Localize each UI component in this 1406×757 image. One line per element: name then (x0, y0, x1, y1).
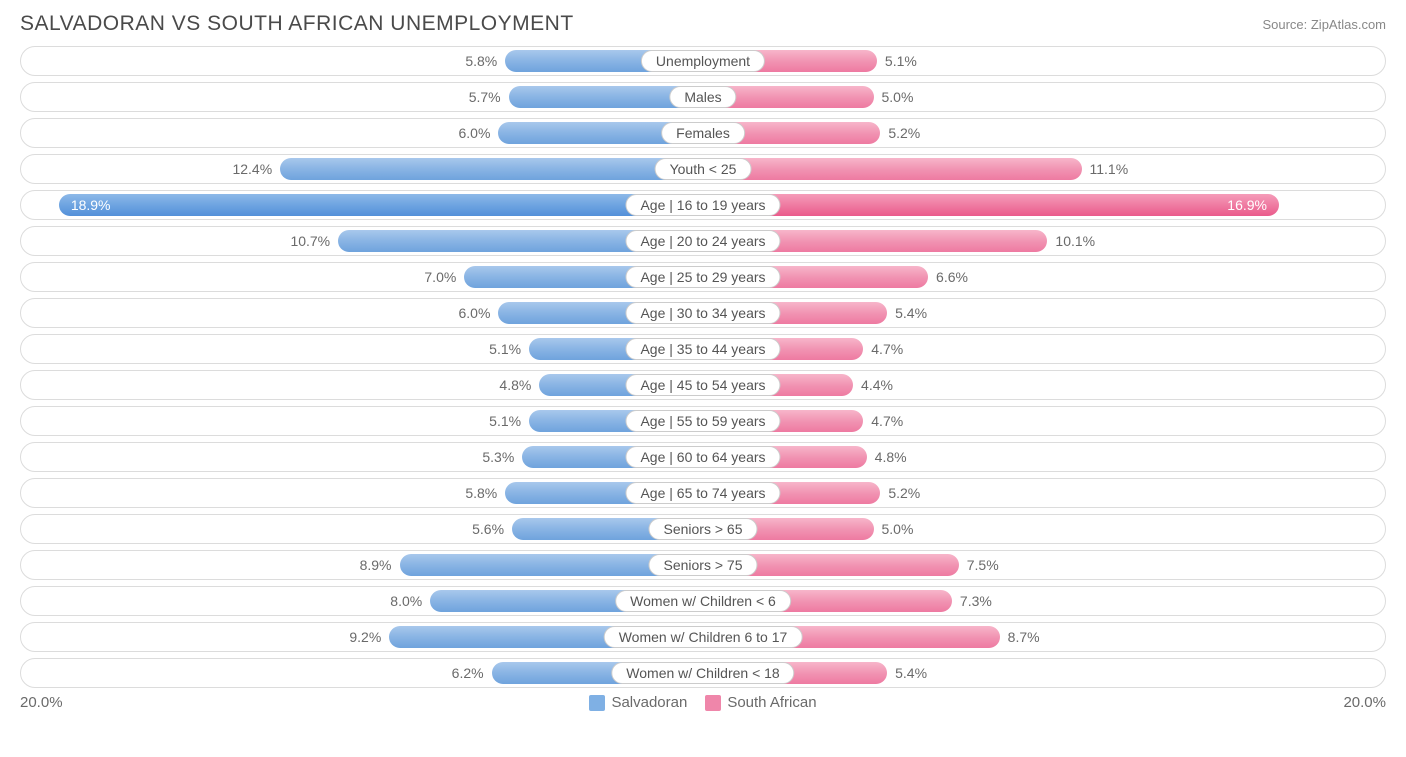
value-label-right: 7.3% (960, 593, 992, 609)
diverging-bar-chart: 5.8% 5.1% Unemployment 5.7% 5.0% Males 6.0% 5.2… (20, 46, 1386, 688)
value-label-right: 5.1% (885, 53, 917, 69)
value-label-right: 8.7% (1008, 629, 1040, 645)
category-label: Youth < 25 (655, 158, 752, 180)
value-label-right: 4.4% (861, 377, 893, 393)
value-label-left: 8.0% (390, 593, 422, 609)
value-label-left: 10.7% (290, 233, 330, 249)
value-label-left: 5.1% (489, 341, 521, 357)
chart-row: 8.0% 7.3% Women w/ Children < 6 (20, 586, 1386, 616)
value-label-right: 5.4% (895, 665, 927, 681)
chart-row: 6.0% 5.2% Females (20, 118, 1386, 148)
axis-right-max: 20.0% (1343, 694, 1386, 711)
legend-swatch-right (705, 695, 721, 711)
value-label-left: 6.2% (452, 665, 484, 681)
value-label-left: 5.1% (489, 413, 521, 429)
legend-swatch-left (589, 695, 605, 711)
value-label-left: 6.0% (458, 125, 490, 141)
value-label-left: 7.0% (424, 269, 456, 285)
category-label: Age | 55 to 59 years (625, 410, 780, 432)
chart-row: 8.9% 7.5% Seniors > 75 (20, 550, 1386, 580)
value-label-left: 5.7% (469, 89, 501, 105)
value-label-right: 16.9% (1227, 197, 1267, 213)
value-label-left: 18.9% (71, 197, 111, 213)
category-label: Age | 16 to 19 years (625, 194, 780, 216)
category-label: Age | 45 to 54 years (625, 374, 780, 396)
chart-row: 6.2% 5.4% Women w/ Children < 18 (20, 658, 1386, 688)
legend-label-left: Salvadoran (611, 694, 687, 711)
chart-row: 5.8% 5.1% Unemployment (20, 46, 1386, 76)
value-label-right: 5.4% (895, 305, 927, 321)
category-label: Age | 25 to 29 years (625, 266, 780, 288)
value-label-right: 5.2% (888, 485, 920, 501)
value-label-left: 4.8% (499, 377, 531, 393)
value-label-right: 5.0% (882, 521, 914, 537)
chart-title: SALVADORAN VS SOUTH AFRICAN UNEMPLOYMENT (20, 12, 574, 36)
value-label-left: 12.4% (232, 161, 272, 177)
value-label-right: 4.7% (871, 341, 903, 357)
chart-header: SALVADORAN VS SOUTH AFRICAN UNEMPLOYMENT… (20, 12, 1386, 36)
category-label: Age | 20 to 24 years (625, 230, 780, 252)
value-label-left: 8.9% (360, 557, 392, 573)
category-label: Age | 60 to 64 years (625, 446, 780, 468)
legend-label-right: South African (727, 694, 816, 711)
legend-item-left: Salvadoran (589, 694, 687, 711)
category-label: Females (661, 122, 745, 144)
axis-left-max: 20.0% (20, 694, 63, 711)
chart-row: 9.2% 8.7% Women w/ Children 6 to 17 (20, 622, 1386, 652)
chart-row: 5.8% 5.2% Age | 65 to 74 years (20, 478, 1386, 508)
category-label: Age | 30 to 34 years (625, 302, 780, 324)
category-label: Women w/ Children < 6 (615, 590, 791, 612)
chart-row: 5.6% 5.0% Seniors > 65 (20, 514, 1386, 544)
category-label: Seniors > 65 (649, 518, 758, 540)
chart-row: 18.9% 16.9% Age | 16 to 19 years (20, 190, 1386, 220)
category-label: Unemployment (641, 50, 765, 72)
bar-right (703, 194, 1279, 216)
value-label-right: 10.1% (1055, 233, 1095, 249)
chart-row: 5.7% 5.0% Males (20, 82, 1386, 112)
value-label-left: 9.2% (349, 629, 381, 645)
value-label-right: 6.6% (936, 269, 968, 285)
legend-item-right: South African (705, 694, 816, 711)
category-label: Age | 65 to 74 years (625, 482, 780, 504)
category-label: Males (669, 86, 736, 108)
chart-row: 7.0% 6.6% Age | 25 to 29 years (20, 262, 1386, 292)
category-label: Women w/ Children < 18 (611, 662, 794, 684)
value-label-right: 11.1% (1090, 161, 1129, 177)
chart-row: 5.1% 4.7% Age | 35 to 44 years (20, 334, 1386, 364)
value-label-left: 5.8% (465, 485, 497, 501)
chart-row: 6.0% 5.4% Age | 30 to 34 years (20, 298, 1386, 328)
chart-row: 5.1% 4.7% Age | 55 to 59 years (20, 406, 1386, 436)
value-label-left: 5.6% (472, 521, 504, 537)
value-label-left: 5.8% (465, 53, 497, 69)
value-label-left: 5.3% (482, 449, 514, 465)
chart-row: 4.8% 4.4% Age | 45 to 54 years (20, 370, 1386, 400)
bar-left (280, 158, 703, 180)
bar-right (703, 158, 1082, 180)
chart-row: 5.3% 4.8% Age | 60 to 64 years (20, 442, 1386, 472)
chart-row: 10.7% 10.1% Age | 20 to 24 years (20, 226, 1386, 256)
value-label-left: 6.0% (458, 305, 490, 321)
chart-legend: Salvadoran South African (589, 694, 816, 711)
chart-row: 12.4% 11.1% Youth < 25 (20, 154, 1386, 184)
category-label: Age | 35 to 44 years (625, 338, 780, 360)
value-label-right: 4.7% (871, 413, 903, 429)
chart-source: Source: ZipAtlas.com (1262, 17, 1386, 32)
category-label: Seniors > 75 (649, 554, 758, 576)
value-label-right: 5.2% (888, 125, 920, 141)
chart-footer: 20.0% Salvadoran South African 20.0% (20, 694, 1386, 711)
value-label-right: 4.8% (875, 449, 907, 465)
category-label: Women w/ Children 6 to 17 (604, 626, 803, 648)
value-label-right: 5.0% (882, 89, 914, 105)
value-label-right: 7.5% (967, 557, 999, 573)
bar-left (59, 194, 703, 216)
